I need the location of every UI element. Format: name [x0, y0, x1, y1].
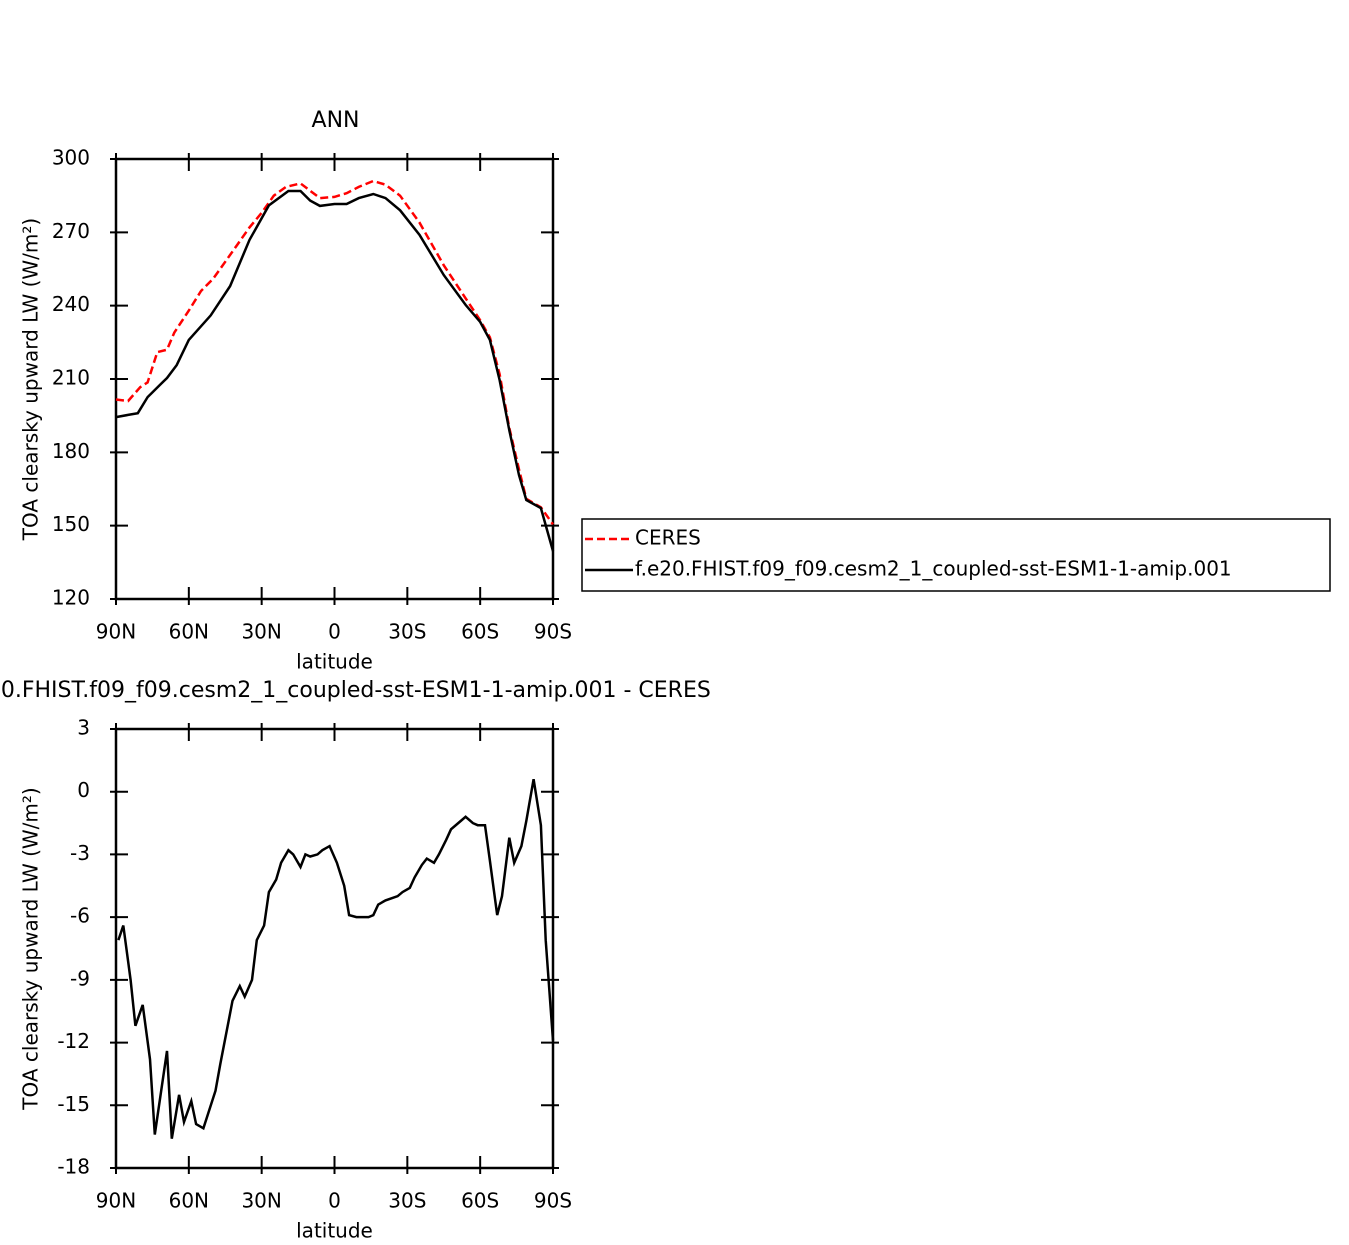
y-tick-label: -15 [57, 1092, 90, 1116]
y-axis-label: TOA clearsky upward LW (W/m²) [19, 218, 43, 541]
y-tick-label: -12 [57, 1029, 90, 1053]
y-tick-label: 3 [77, 716, 90, 740]
x-tick-label: 0 [328, 620, 341, 644]
y-tick-label: 300 [52, 146, 90, 170]
legend-box [581, 518, 1331, 592]
plot-frame [114, 727, 555, 1170]
data-line [115, 189, 555, 552]
x-tick-label: 30N [241, 1189, 281, 1213]
y-tick-label: -6 [70, 904, 90, 928]
y-tick-label: 120 [52, 586, 90, 610]
y-tick-label: 180 [52, 439, 90, 463]
y-tick-label: -18 [57, 1155, 90, 1179]
legend-label: f.e20.FHIST.f09_f09.cesm2_1_coupled-sst-… [635, 557, 1232, 581]
x-tick-label: 90S [534, 1189, 572, 1213]
x-axis-label: latitude [296, 650, 373, 674]
data-line [117, 778, 555, 1139]
x-tick-label: 30S [388, 1189, 426, 1213]
y-tick-label: 210 [52, 366, 90, 390]
x-axis-label: latitude [296, 1219, 373, 1243]
x-tick-label: 60S [461, 1189, 499, 1213]
legend-label: CERES [635, 526, 701, 550]
x-tick-label: 60N [169, 1189, 209, 1213]
data-line [115, 179, 555, 526]
x-tick-label: 90S [534, 620, 572, 644]
chart-title: ANN [312, 108, 360, 133]
x-tick-label: 30S [388, 620, 426, 644]
y-tick-label: 270 [52, 219, 90, 243]
x-tick-label: 60N [169, 620, 209, 644]
plot-frame [114, 157, 555, 601]
y-tick-label: 240 [52, 292, 90, 316]
x-tick-label: 30N [241, 620, 281, 644]
y-tick-label: 0 [77, 778, 90, 802]
y-tick-label: 150 [52, 512, 90, 536]
chart-title: f.e20.FHIST.f09_f09.cesm2_1_coupled-sst-… [0, 678, 711, 703]
x-tick-label: 90N [96, 620, 136, 644]
x-tick-label: 90N [96, 1189, 136, 1213]
y-axis-label: TOA clearsky upward LW (W/m²) [19, 787, 43, 1110]
x-tick-label: 60S [461, 620, 499, 644]
y-tick-label: -3 [70, 841, 90, 865]
y-tick-label: -9 [70, 966, 90, 990]
x-tick-label: 0 [328, 1189, 341, 1213]
